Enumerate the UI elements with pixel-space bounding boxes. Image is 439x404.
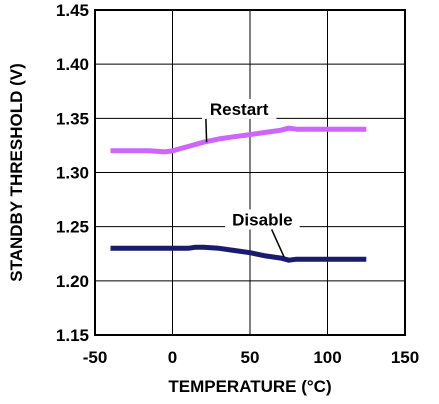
series-line-disable — [110, 244, 367, 263]
annotation-background — [225, 209, 300, 230]
x-tick-label: -50 — [83, 348, 108, 367]
series-layer — [110, 125, 367, 263]
y-tick-label: 1.30 — [56, 164, 89, 183]
x-tick-label: 100 — [313, 348, 341, 367]
plot-frame — [94, 9, 406, 336]
x-tick-label: 0 — [168, 348, 177, 367]
y-tick-label: 1.15 — [56, 326, 89, 345]
annotation-leader-line — [270, 229, 285, 258]
series-line-restart — [110, 125, 367, 155]
x-axis-title: TEMPERATURE (°C) — [168, 377, 331, 396]
annotation-label-disable: Disable — [232, 210, 292, 229]
x-tick-label: 50 — [241, 348, 260, 367]
grid — [94, 9, 406, 336]
tick-labels: -50 0 50 100 150 1.15 1.20 1.25 1.30 1.35 1.40 1.45 — [56, 1, 419, 367]
y-tick-label: 1.40 — [56, 55, 89, 74]
annotation-leader-line — [205, 118, 208, 143]
x-tick-label: 150 — [391, 348, 419, 367]
annotation-label-restart: Restart — [210, 100, 269, 119]
y-tick-label: 1.25 — [56, 218, 89, 237]
annotation-background — [201, 98, 277, 119]
y-tick-label: 1.45 — [56, 1, 89, 20]
annotations: Restart Disable — [201, 98, 300, 258]
y-tick-label: 1.35 — [56, 109, 89, 128]
y-axis-title: STANDBY THRESHOLD (V) — [7, 63, 26, 282]
y-tick-label: 1.20 — [56, 272, 89, 291]
